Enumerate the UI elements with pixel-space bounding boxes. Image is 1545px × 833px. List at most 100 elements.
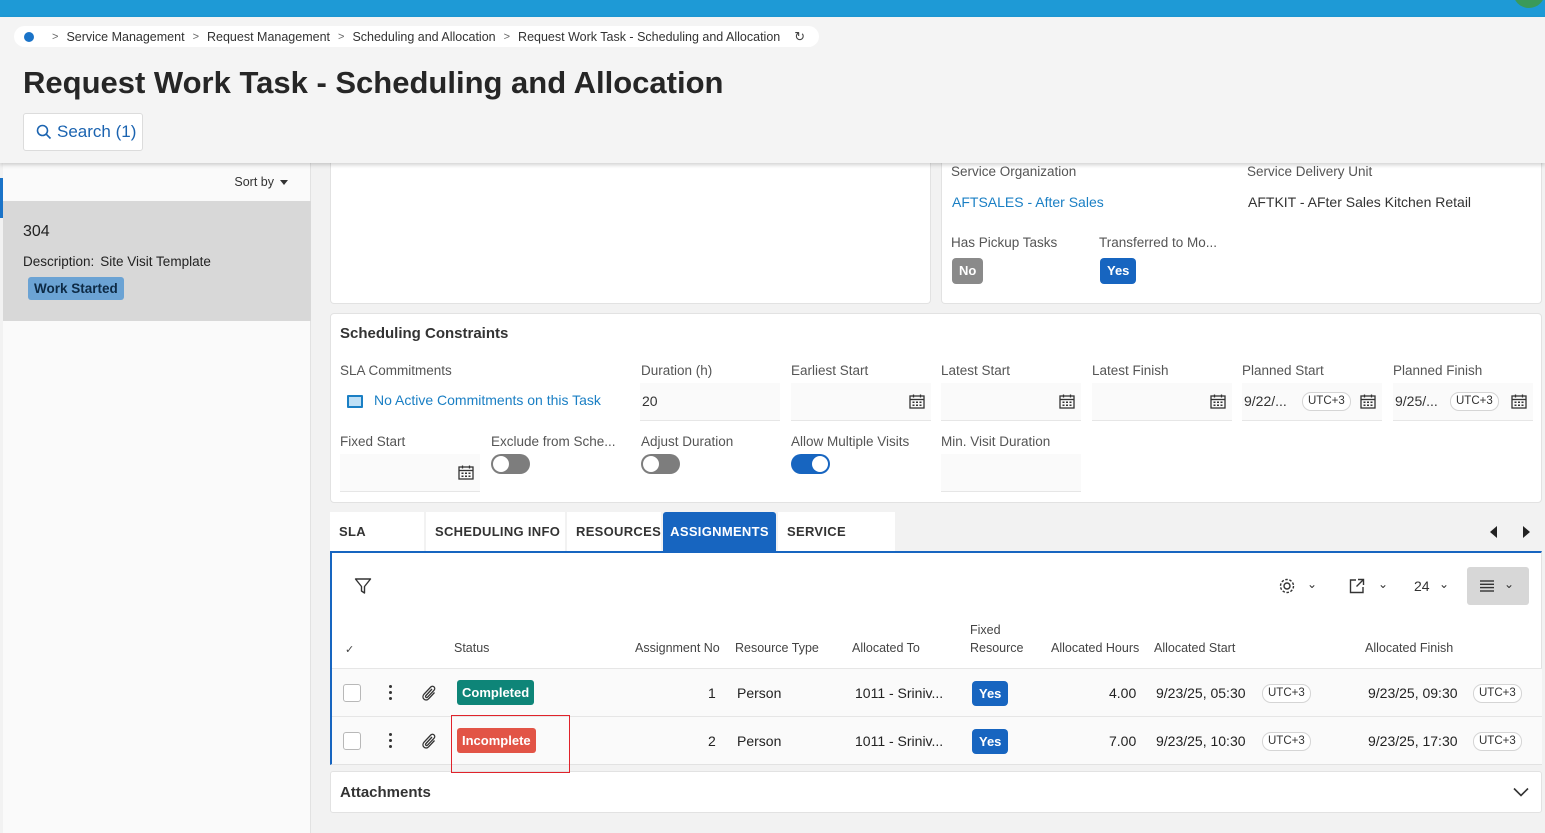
- allocated-finish: 9/23/25, 09:30: [1368, 685, 1458, 701]
- search-button-label: Search (1): [57, 122, 137, 141]
- calendar-icon[interactable]: [1360, 394, 1376, 409]
- min-visit-input[interactable]: [941, 454, 1081, 492]
- duration-input[interactable]: 20: [640, 383, 780, 421]
- chevron-down-icon[interactable]: ⌄: [1307, 577, 1318, 591]
- tab-sla[interactable]: SLA: [330, 512, 424, 551]
- service-org-label: Service Organization: [951, 164, 1077, 179]
- assignment-no: 1: [708, 685, 716, 701]
- sla-link[interactable]: No Active Commitments on this Task: [374, 392, 601, 408]
- exclude-toggle[interactable]: [491, 454, 530, 474]
- search-button[interactable]: Search (1): [23, 113, 143, 151]
- section-title: Scheduling Constraints: [340, 325, 509, 342]
- avatar[interactable]: [1513, 0, 1545, 8]
- tab-scheduling-info[interactable]: SCHEDULING INFO: [426, 512, 565, 551]
- pickup-label: Has Pickup Tasks: [951, 235, 1058, 250]
- planned-finish-input[interactable]: 9/25/... UTC+3: [1393, 383, 1533, 421]
- chevron-down-icon[interactable]: ⌄: [1378, 577, 1389, 591]
- column-header-allocated-finish[interactable]: Allocated Finish: [1365, 641, 1454, 655]
- chevron-down-icon[interactable]: ⌄: [1439, 577, 1450, 591]
- assignment-no: 2: [708, 733, 716, 749]
- table-row[interactable]: Completed 1 Person 1011 - Sriniv... Yes …: [332, 668, 1542, 716]
- allocated-start: 9/23/25, 05:30: [1156, 685, 1246, 701]
- breadcrumb-item[interactable]: Service Management: [66, 29, 185, 44]
- task-list-item[interactable]: 304 Description: Site Visit Template Work…: [3, 201, 311, 321]
- fixed-start-label: Fixed Start: [340, 434, 406, 449]
- calendar-icon[interactable]: [909, 394, 925, 409]
- multiple-visits-toggle[interactable]: [791, 454, 830, 474]
- timezone-badge: UTC+3: [1473, 732, 1522, 751]
- status-badge: Incomplete: [457, 728, 536, 753]
- paperclip-icon[interactable]: [421, 733, 437, 750]
- page-title: Request Work Task - Scheduling and Alloc…: [23, 65, 724, 100]
- tab-assignments[interactable]: ASSIGNMENTS: [663, 512, 776, 551]
- planned-start-input[interactable]: 9/22/... UTC+3: [1242, 383, 1382, 421]
- select-all-check-icon[interactable]: ✓: [345, 644, 355, 656]
- task-status-badge: Work Started: [28, 277, 124, 300]
- resource-type: Person: [737, 733, 782, 749]
- chevron-right-icon: >: [338, 30, 345, 43]
- column-header-allocated-hours[interactable]: Allocated Hours: [1051, 641, 1140, 655]
- view-mode-button[interactable]: ⌄: [1467, 567, 1529, 605]
- column-header-assignment-no[interactable]: Assignment No: [635, 641, 720, 655]
- calendar-icon[interactable]: [1210, 394, 1226, 409]
- page-header: > Service Management > Request Managemen…: [0, 17, 1545, 163]
- fixed-resource-badge: Yes: [972, 681, 1009, 706]
- adjust-duration-toggle[interactable]: [641, 454, 680, 474]
- scroll-left-icon[interactable]: [1490, 526, 1497, 538]
- scheduling-constraints-card: Scheduling Constraints SLA Commitments N…: [330, 313, 1542, 503]
- calendar-icon[interactable]: [1511, 394, 1527, 409]
- breadcrumb-item[interactable]: Scheduling and Allocation: [352, 29, 496, 44]
- multiple-visits-label: Allow Multiple Visits: [791, 434, 910, 449]
- attachments-section[interactable]: Attachments: [330, 771, 1542, 813]
- home-icon[interactable]: [24, 31, 34, 42]
- monitor-icon: [347, 395, 363, 408]
- selection-accent: [0, 178, 3, 218]
- chevron-right-icon: >: [192, 30, 199, 43]
- sla-label: SLA Commitments: [340, 363, 452, 378]
- top-bar: [0, 0, 1545, 17]
- filter-icon[interactable]: [354, 577, 372, 595]
- fixed-start-input[interactable]: [340, 454, 480, 492]
- calendar-icon[interactable]: [458, 465, 474, 480]
- row-checkbox[interactable]: [343, 732, 361, 750]
- table-row[interactable]: Incomplete 2 Person 1011 - Sriniv... Yes…: [332, 716, 1542, 764]
- gear-icon[interactable]: [1278, 577, 1296, 595]
- breadcrumb-item[interactable]: Request Management: [207, 29, 330, 44]
- calendar-icon[interactable]: [1059, 394, 1075, 409]
- latest-finish-label: Latest Finish: [1092, 363, 1169, 378]
- column-header-status[interactable]: Status: [454, 641, 490, 655]
- earliest-start-input[interactable]: [791, 383, 931, 421]
- chevron-down-icon[interactable]: [1513, 787, 1529, 797]
- column-header-fixed-resource[interactable]: Resource: [970, 641, 1024, 655]
- latest-start-input[interactable]: [941, 383, 1081, 421]
- timezone-badge: UTC+3: [1450, 392, 1499, 411]
- column-header-allocated-start[interactable]: Allocated Start: [1154, 641, 1236, 655]
- refresh-icon[interactable]: ↻: [794, 28, 806, 44]
- duration-label: Duration (h): [641, 363, 713, 378]
- list-view-icon: [1480, 580, 1494, 592]
- export-icon[interactable]: [1348, 577, 1366, 595]
- tab-resources[interactable]: RESOURCES: [567, 512, 661, 551]
- column-header-resource-type[interactable]: Resource Type: [735, 641, 819, 655]
- more-actions-icon[interactable]: [389, 685, 393, 701]
- highlight-annotation: [451, 715, 570, 773]
- column-header-fixed-resource[interactable]: Fixed: [970, 623, 1001, 637]
- row-checkbox[interactable]: [343, 684, 361, 702]
- planned-finish-label: Planned Finish: [1393, 363, 1483, 378]
- status-badge: Completed: [457, 680, 535, 705]
- service-org-link[interactable]: AFTSALES - After Sales: [952, 194, 1104, 210]
- scroll-right-icon[interactable]: [1523, 526, 1530, 538]
- allocated-to: 1011 - Sriniv...: [855, 685, 944, 701]
- page-size-value[interactable]: 24: [1414, 578, 1430, 594]
- sort-by-dropdown[interactable]: Sort by: [234, 175, 288, 189]
- chevron-right-icon: >: [52, 30, 59, 43]
- service-info-card: Service Organization AFTSALES - After Sa…: [941, 155, 1542, 304]
- allocated-hours: 7.00: [1109, 733, 1137, 749]
- more-actions-icon[interactable]: [389, 733, 393, 749]
- latest-finish-input[interactable]: [1092, 383, 1232, 421]
- allocated-start: 9/23/25, 10:30: [1156, 733, 1246, 749]
- task-number: 304: [23, 223, 50, 240]
- paperclip-icon[interactable]: [421, 685, 437, 702]
- tab-service-notes[interactable]: SERVICE NOTES: [778, 512, 895, 578]
- column-header-allocated-to[interactable]: Allocated To: [852, 641, 920, 655]
